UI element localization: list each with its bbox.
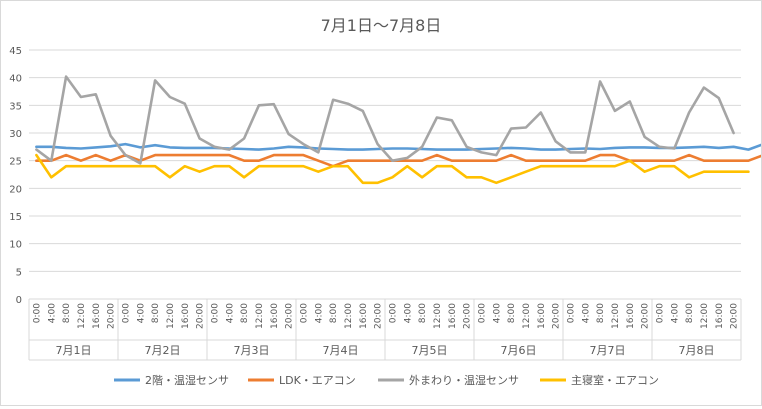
y-tick-label: 15 [9,212,22,223]
x-tick-label: 12:00 [522,303,532,329]
x-tick-label: 8:00 [240,303,250,323]
x-tick-label: 16:00 [92,303,102,329]
x-tick-label: 0:00 [477,303,487,323]
chart-title: 7月1日～7月8日 [321,16,442,35]
y-tick-label: 30 [9,129,22,140]
x-tick-label: 12:00 [611,303,621,329]
x-tick-label: 4:00 [314,303,324,323]
day-group-label: 7月8日 [679,344,715,357]
x-tick-label: 20:00 [374,303,384,329]
legend-label: 外まわり・温湿センサ [409,374,519,387]
x-tick-label: 0:00 [655,303,665,323]
x-tick-label: 12:00 [433,303,443,329]
y-tick-label: 0 [16,295,22,306]
series-line-3 [35,75,735,165]
x-tick-label: 20:00 [107,303,117,329]
x-tick-label: 0:00 [566,303,576,323]
y-tick-label: 20 [9,184,22,195]
x-tick-label: 0:00 [32,303,42,323]
day-group-label: 7月4日 [323,344,359,357]
x-tick-label: 8:00 [329,303,339,323]
series-line-1 [35,142,762,151]
x-tick-label: 16:00 [626,303,636,329]
x-tick-label: 8:00 [596,303,606,323]
x-tick-label: 20:00 [730,303,740,329]
x-tick-label: 16:00 [359,303,369,329]
x-tick-label: 0:00 [388,303,398,323]
x-tick-label: 12:00 [77,303,87,329]
x-tick-label: 8:00 [418,303,428,323]
x-tick-label: 4:00 [581,303,591,323]
series-line-4 [35,153,750,185]
x-tick-label: 20:00 [463,303,473,329]
x-tick-label: 8:00 [685,303,695,323]
y-tick-label: 5 [16,267,22,278]
x-tick-label: 0:00 [121,303,131,323]
x-tick-label: 20:00 [196,303,206,329]
day-group-label: 7月2日 [145,344,181,357]
x-tick-label: 4:00 [47,303,57,323]
x-tick-label: 8:00 [62,303,72,323]
day-group-label: 7月5日 [412,344,448,357]
x-tick-label: 16:00 [270,303,280,329]
x-tick-label: 4:00 [225,303,235,323]
x-tick-label: 12:00 [255,303,265,329]
x-tick-label: 8:00 [151,303,161,323]
x-tick-label: 20:00 [552,303,562,329]
x-tick-label: 20:00 [641,303,651,329]
x-tick-label: 16:00 [537,303,547,329]
x-tick-label: 4:00 [403,303,413,323]
x-tick-label: 0:00 [210,303,220,323]
x-tick-label: 20:00 [285,303,295,329]
day-group-label: 7月1日 [56,344,92,357]
y-tick-label: 35 [9,101,22,112]
y-tick-label: 45 [9,46,22,57]
x-tick-label: 12:00 [700,303,710,329]
legend-label: 2階・温湿センサ [145,373,229,387]
x-tick-label: 16:00 [181,303,191,329]
x-tick-label: 12:00 [344,303,354,329]
legend-label: LDK・エアコン [279,374,356,387]
series-line-2 [35,153,762,168]
x-tick-label: 16:00 [448,303,458,329]
x-tick-label: 4:00 [492,303,502,323]
x-tick-label: 4:00 [670,303,680,323]
x-tick-label: 16:00 [715,303,725,329]
x-tick-label: 0:00 [299,303,309,323]
x-tick-label: 12:00 [166,303,176,329]
day-group-label: 7月7日 [590,344,626,357]
day-group-label: 7月6日 [501,344,537,357]
y-tick-label: 40 [9,74,22,85]
legend-label: 主寝室・エアコン [571,373,659,387]
y-tick-label: 25 [9,157,22,168]
y-tick-label: 10 [9,240,22,251]
x-tick-label: 4:00 [136,303,146,323]
x-tick-label: 8:00 [507,303,517,323]
day-group-label: 7月3日 [234,344,270,357]
